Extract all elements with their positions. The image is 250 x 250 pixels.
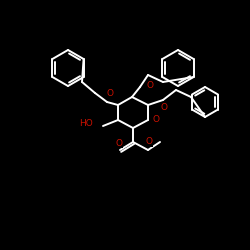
Text: O: O (146, 80, 154, 90)
Text: O: O (116, 138, 122, 147)
Text: O: O (160, 104, 168, 112)
Text: O: O (146, 138, 152, 146)
Text: O: O (106, 88, 114, 98)
Text: O: O (152, 116, 160, 124)
Text: HO: HO (79, 120, 93, 128)
